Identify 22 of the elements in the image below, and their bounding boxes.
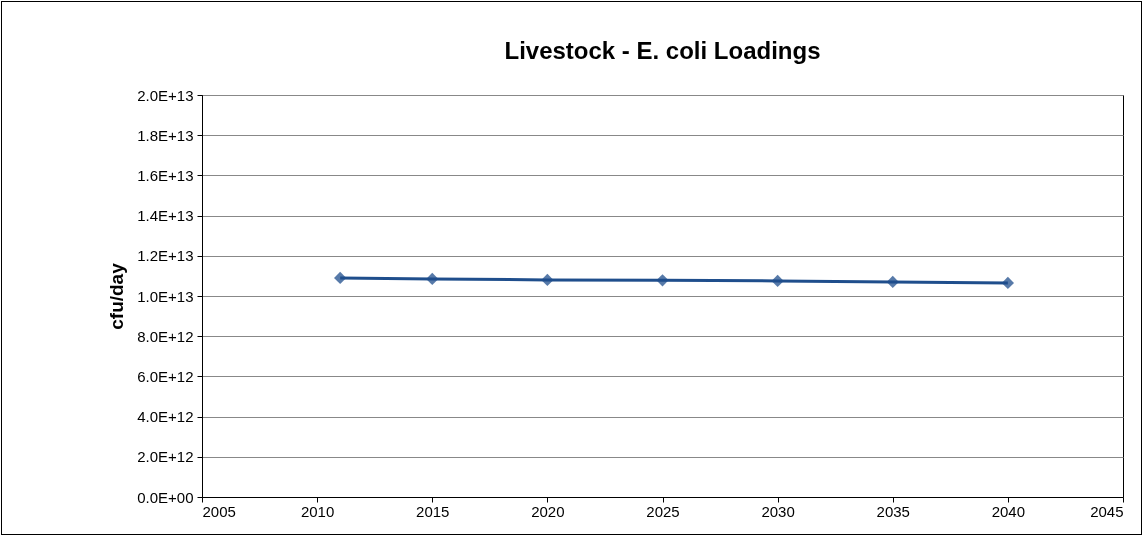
x-tick-label: 2045	[1090, 502, 1124, 520]
chart-title: Livestock - E. coli Loadings	[504, 37, 821, 64]
x-tick-label: 2005	[202, 502, 236, 520]
y-tick-label: 8.0E+12	[137, 327, 194, 345]
x-tick-label: 2010	[300, 502, 335, 520]
y-axis-title: cfu/day	[106, 262, 128, 330]
y-tick-label: 2.0E+12	[137, 448, 194, 466]
y-tick-label: 2.0E+13	[137, 86, 194, 104]
x-tick-label: 2030	[761, 502, 795, 520]
x-tick-label: 2025	[646, 502, 680, 520]
y-tick-label: 1.2E+13	[137, 247, 194, 265]
x-tick-label: 2040	[991, 502, 1026, 520]
x-tick-label: 2020	[531, 502, 565, 520]
y-tick-label: 6.0E+12	[137, 367, 194, 385]
y-tick-label: 0.0E+00	[137, 488, 194, 506]
y-tick-label: 1.8E+13	[137, 126, 194, 144]
y-tick-label: 1.6E+13	[137, 166, 194, 184]
x-tick-label: 2035	[876, 502, 910, 520]
y-tick-label: 1.4E+13	[137, 207, 194, 225]
y-tick-label: 1.0E+13	[137, 287, 194, 305]
y-tick-label: 4.0E+12	[137, 408, 194, 426]
x-tick-label: 2015	[416, 502, 450, 520]
